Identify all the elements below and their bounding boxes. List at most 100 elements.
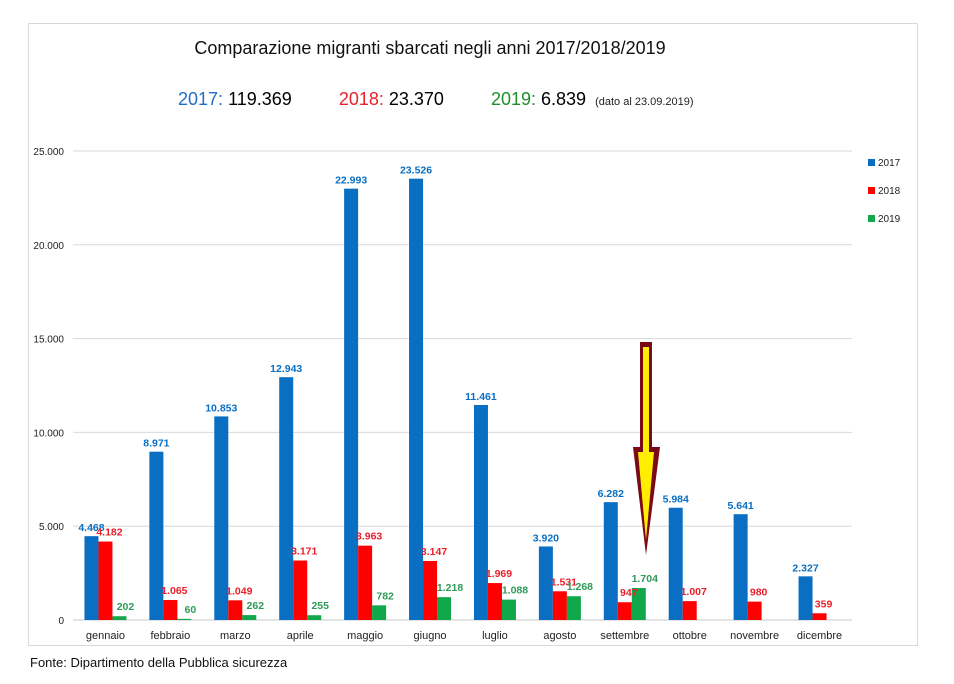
bar-2019-febbraio bbox=[177, 618, 192, 620]
data-label-2018: 3.171 bbox=[291, 546, 317, 558]
bars bbox=[84, 178, 827, 621]
bar-2018-novembre bbox=[747, 601, 762, 620]
bar-2018-agosto bbox=[552, 591, 567, 620]
chart-title: Comparazione migranti sbarcati negli ann… bbox=[194, 38, 666, 58]
data-label-2018: 1.969 bbox=[486, 568, 512, 580]
total-year: 2018: bbox=[338, 89, 384, 109]
bar-2017-gennaio bbox=[84, 536, 99, 620]
y-axis-ticks: 0 5.000 10.000 15.000 20.000 25.000 bbox=[33, 147, 64, 627]
legend-swatch-2017 bbox=[868, 159, 875, 166]
source-footer: Fonte: Dipartimento della Pubblica sicur… bbox=[30, 655, 288, 670]
bar-2018-febbraio bbox=[163, 600, 178, 620]
x-category-label: marzo bbox=[220, 630, 251, 642]
data-label-2017: 22.993 bbox=[335, 175, 367, 187]
x-category-label: agosto bbox=[543, 630, 576, 642]
data-label-2017: 2.327 bbox=[792, 562, 818, 574]
data-label-2019: 202 bbox=[117, 601, 135, 613]
data-label-2018: 1.531 bbox=[551, 576, 577, 588]
bar-2019-gennaio bbox=[112, 616, 127, 620]
bar-2019-aprile bbox=[307, 615, 322, 620]
total-value: 6.839 bbox=[541, 89, 587, 109]
y-tick-label: 20.000 bbox=[33, 241, 64, 252]
legend-label-2018: 2018 bbox=[878, 186, 901, 197]
data-label-2019: 782 bbox=[376, 590, 394, 602]
data-label-2019: 1.088 bbox=[502, 585, 528, 597]
bar-2018-gennaio bbox=[98, 541, 113, 620]
bar-2017-agosto bbox=[538, 546, 553, 620]
x-category-label: aprile bbox=[287, 630, 314, 642]
bar-2017-marzo bbox=[214, 416, 229, 620]
data-label-2017: 23.526 bbox=[400, 165, 432, 177]
total-year: 2019: bbox=[490, 89, 536, 109]
data-label-2018: 359 bbox=[815, 598, 833, 610]
bar-2018-settembre bbox=[617, 602, 632, 620]
x-category-label: dicembre bbox=[797, 630, 842, 642]
bar-2017-maggio bbox=[344, 188, 359, 621]
data-label-2019: 60 bbox=[185, 604, 197, 616]
chart-frame bbox=[28, 23, 918, 646]
x-category-label: febbraio bbox=[150, 630, 190, 642]
data-label-2018: 1.065 bbox=[161, 585, 187, 597]
data-label-2019: 1.218 bbox=[437, 582, 463, 594]
data-label-2019: 255 bbox=[311, 600, 329, 612]
x-category-label: ottobre bbox=[673, 630, 707, 642]
y-tick-label: 10.000 bbox=[33, 428, 64, 439]
total-2017: 2017: 119.369 bbox=[178, 89, 292, 110]
legend-label-2017: 2017 bbox=[878, 158, 901, 169]
bar-2017-ottobre bbox=[668, 507, 683, 620]
total-year: 2017: bbox=[178, 89, 224, 109]
y-tick-label: 15.000 bbox=[33, 335, 64, 346]
total-value: 119.369 bbox=[228, 89, 292, 109]
bar-2017-settembre bbox=[603, 502, 618, 620]
data-label-2018: 4.182 bbox=[96, 527, 122, 539]
bar-2018-aprile bbox=[293, 560, 308, 620]
data-label-2018: 1.049 bbox=[226, 585, 252, 597]
bar-2019-agosto bbox=[566, 596, 581, 620]
bar-2018-marzo bbox=[228, 600, 243, 620]
arrow-annotation bbox=[633, 342, 660, 555]
x-category-label: giugno bbox=[414, 630, 447, 642]
bar-2019-settembre bbox=[631, 588, 646, 620]
data-label-2017: 5.641 bbox=[727, 500, 753, 512]
bar-2017-dicembre bbox=[798, 576, 813, 620]
legend-label-2019: 2019 bbox=[878, 214, 901, 225]
data-label-2019: 1.268 bbox=[567, 581, 593, 593]
data-label-2018: 3.963 bbox=[356, 531, 382, 543]
data-label-2017: 6.282 bbox=[598, 488, 624, 500]
data-label-2018: 980 bbox=[750, 587, 768, 599]
data-label-2017: 10.853 bbox=[205, 402, 237, 414]
y-tick-label: 0 bbox=[58, 616, 64, 627]
data-label-2017: 4.468 bbox=[78, 522, 104, 534]
data-label-2019: 262 bbox=[247, 600, 265, 612]
data-label-2017: 3.920 bbox=[533, 532, 559, 544]
data-label-2017: 11.461 bbox=[465, 391, 497, 403]
total-2018: 2018: 23.370 bbox=[339, 89, 444, 110]
x-category-label: maggio bbox=[347, 630, 383, 642]
x-category-label: gennaio bbox=[86, 630, 125, 642]
data-label-2018: 947 bbox=[620, 587, 638, 599]
total-2019: 2019: 6.839 (dato al 23.09.2019) bbox=[491, 89, 694, 110]
data-label-2019: 1.704 bbox=[632, 573, 658, 585]
data-label-2017: 5.984 bbox=[663, 494, 689, 506]
bar-2019-marzo bbox=[242, 615, 257, 620]
legend: 2017 2018 2019 bbox=[868, 158, 901, 225]
bar-2017-luglio bbox=[473, 404, 488, 620]
bar-2017-giugno bbox=[409, 178, 424, 621]
total-value: 23.370 bbox=[388, 89, 444, 109]
bar-2019-giugno bbox=[437, 597, 452, 620]
x-category-label: novembre bbox=[730, 630, 779, 642]
legend-swatch-2019 bbox=[868, 215, 875, 222]
bar-2017-aprile bbox=[279, 377, 294, 620]
data-label-2017: 8.971 bbox=[143, 438, 169, 450]
x-category-label: luglio bbox=[482, 630, 508, 642]
data-label-2017: 12.943 bbox=[270, 363, 302, 375]
bar-2018-giugno bbox=[423, 560, 438, 620]
data-label-2018: 1.007 bbox=[681, 586, 707, 598]
yearly-totals: 2017: 119.369 2018: 23.370 2019: 6.839 (… bbox=[178, 89, 694, 110]
bar-2018-luglio bbox=[487, 583, 502, 620]
gridlines bbox=[73, 150, 852, 621]
bar-2018-ottobre bbox=[682, 601, 697, 620]
bar-2018-dicembre bbox=[812, 613, 827, 620]
